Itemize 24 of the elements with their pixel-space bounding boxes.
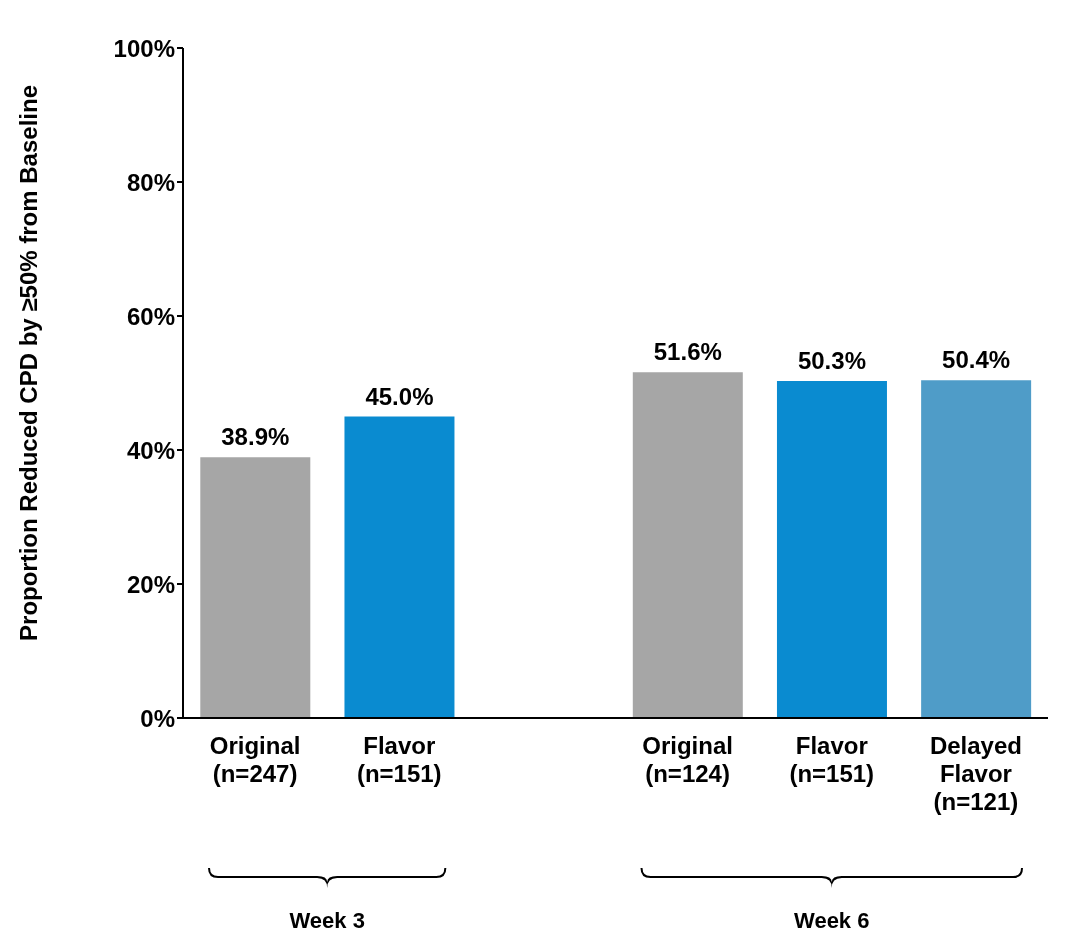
- y-axis-title: Proportion Reduced CPD by ≥50% from Baseline: [14, 85, 42, 641]
- data-label: 50.3%: [797, 346, 866, 374]
- y-tick-label: 20%: [126, 570, 175, 598]
- y-tick-label: 40%: [126, 436, 175, 464]
- y-tick-label: 80%: [126, 168, 175, 196]
- data-label: 45.0%: [365, 382, 434, 410]
- bar: [344, 416, 455, 718]
- x-tick-label: Original (n=247): [209, 732, 301, 787]
- data-label: 50.4%: [942, 346, 1011, 374]
- data-label: 51.6%: [653, 338, 722, 366]
- y-tick-label: 0%: [140, 704, 175, 732]
- y-tick-label: 100%: [113, 34, 175, 62]
- bar: [632, 372, 743, 718]
- x-tick-label: Flavor (n=151): [356, 732, 442, 787]
- bar: [776, 380, 887, 718]
- x-tick-label: Flavor (n=151): [789, 732, 875, 787]
- y-tick-label: 60%: [126, 302, 175, 330]
- text: Week 3: [289, 908, 365, 933]
- bar: [921, 380, 1032, 718]
- x-tick-label: Original (n=124): [642, 732, 733, 787]
- text: Week 6: [794, 908, 870, 933]
- x-tick-label: Delayed Flavor (n=121): [929, 732, 1022, 815]
- data-label: 38.9%: [221, 423, 290, 451]
- bar: [200, 457, 311, 718]
